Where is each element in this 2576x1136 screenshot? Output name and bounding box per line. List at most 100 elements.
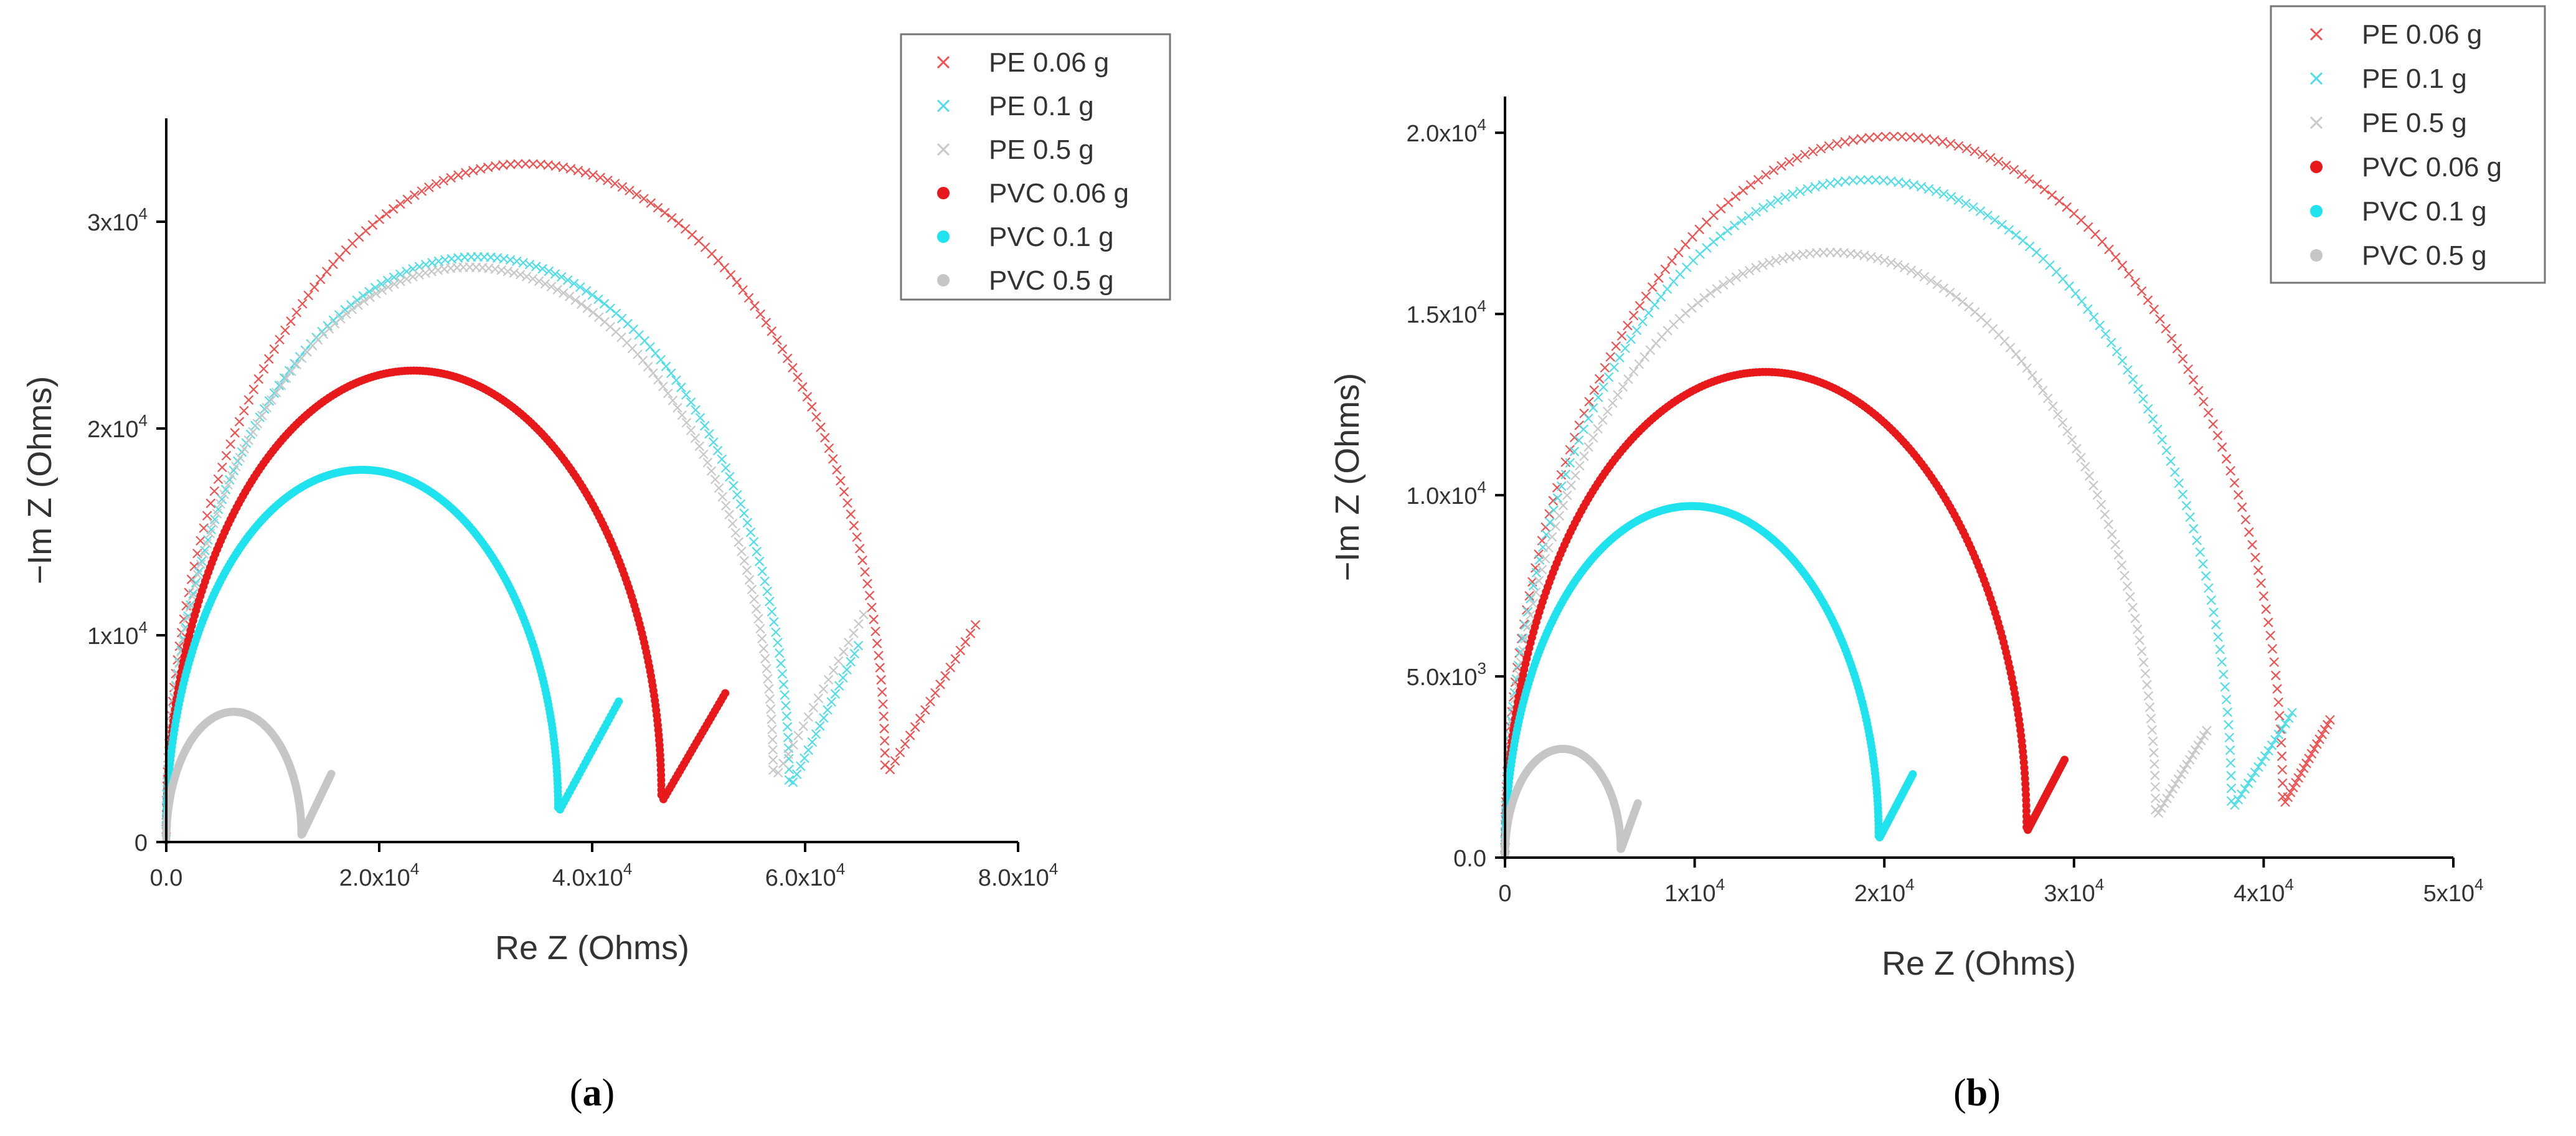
data-point [676,382,686,392]
data-point [842,665,852,675]
data-point [767,724,777,735]
data-point [2135,635,2144,645]
data-point [2111,346,2122,357]
data-point [2206,595,2216,605]
data-point [760,576,770,587]
data-point [737,546,747,557]
panel-label-a-letter: a [583,1072,602,1114]
data-point [243,435,253,445]
data-point [1894,177,1904,187]
data-point [291,307,302,318]
data-point [2182,759,2192,770]
data-point [2080,462,2090,472]
data-point [2226,783,2237,793]
data-point [1699,293,1709,303]
data-point [724,509,734,520]
data-point [267,395,276,405]
data-point [2195,547,2205,557]
data-point [593,294,603,305]
data-point [248,427,258,437]
data-point [2001,160,2011,171]
data-point [1932,279,1942,290]
data-point [2162,793,2172,803]
data-point [2084,471,2095,481]
x-tick-label: 1x104 [1664,875,1725,907]
data-point [603,175,613,186]
x-ticks-a: 0.0 2.0x104 4.0x104 6.0x104 8.0x104 [150,842,1058,891]
data-point [1773,195,1783,206]
data-point [853,640,864,651]
data-point [739,508,749,518]
legend-label: PVC 0.5 g [2362,240,2487,271]
data-point [1824,141,1834,151]
data-point [2106,338,2116,348]
data-point [752,546,762,557]
data-point [1540,554,1550,564]
data-point [1709,237,1719,247]
data-point [788,777,798,787]
data-point [1611,341,1621,351]
data-point [960,637,971,647]
data-point [408,272,418,282]
data-point [1575,461,1585,471]
data-point [1626,334,1636,344]
data-point [2067,435,2077,445]
data-point [205,498,216,508]
data-point [2057,417,2068,428]
data-point [879,736,890,746]
data-point [2117,356,2128,366]
y-tick-label: 1.5x104 [1406,296,1486,328]
data-point [945,662,955,673]
data-point [1647,282,1658,292]
data-point [663,388,673,399]
data-point [702,457,713,468]
data-point [2153,808,2164,818]
data-point [1578,424,1588,435]
x-tick-label: 6.0x104 [765,859,846,891]
data-point [1765,199,1776,209]
data-point [1649,300,1660,310]
data-point [777,669,788,679]
data-point [573,166,583,176]
data-point [777,344,788,354]
data-point [410,190,420,201]
panel-label-a: (a) [570,1072,615,1114]
data-point [2208,419,2218,429]
data-point [1639,352,1650,362]
y-axis-label-a: −Im Z (Ohms) [21,376,59,585]
data-point [732,490,742,500]
data-point [513,159,523,169]
data-point [2312,739,2322,749]
data-point [734,537,744,547]
legend-marker [937,187,950,199]
data-point [900,739,910,749]
data-point [950,654,961,664]
series-pe-0-06-g [1500,131,2335,853]
data-point [2104,244,2114,255]
data-point [857,555,867,566]
data-point [2237,502,2247,513]
data-point [2225,758,2236,768]
data-point [2177,490,2188,499]
data-point [1579,451,1589,462]
data-point [2244,527,2254,537]
data-point [830,689,841,699]
data-point [2168,783,2177,794]
data-point [2032,179,2042,189]
data-point [565,164,576,174]
data-point [668,395,678,405]
legend-label: PVC 0.5 g [989,265,1114,296]
data-point [1905,132,1915,142]
data-point [303,290,313,301]
data-point [280,325,290,336]
data-point [202,511,212,521]
data-point [381,209,392,219]
data-point [776,658,786,669]
data-point [2198,559,2208,569]
data-point [800,753,809,764]
data-point [2304,754,2314,764]
data-point [875,663,885,673]
data-point [2183,364,2193,374]
data-point [2270,735,2280,745]
